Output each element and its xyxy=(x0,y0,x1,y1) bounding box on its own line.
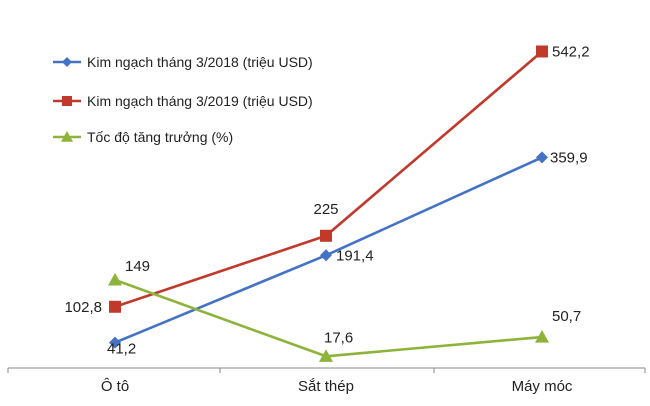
data-label: 102,8 xyxy=(64,299,102,316)
data-point-marker xyxy=(109,336,121,349)
legend-marker xyxy=(62,96,72,106)
data-label: 191,4 xyxy=(336,247,374,264)
legend-marker xyxy=(62,57,72,67)
data-point-marker xyxy=(319,349,333,362)
legend-label: Tốc độ tăng trưởng (%) xyxy=(87,129,233,145)
data-label: 542,2 xyxy=(552,43,590,60)
data-label: 17,6 xyxy=(324,329,353,346)
x-tick-label: Sắt thép xyxy=(298,378,354,395)
data-label: 41,2 xyxy=(107,341,136,358)
data-point-marker xyxy=(320,249,332,262)
data-point-marker xyxy=(109,300,121,313)
data-point-marker xyxy=(535,330,549,343)
legend-marker xyxy=(61,131,73,142)
data-label: 50,7 xyxy=(552,308,581,325)
legend: Kim ngạch tháng 3/2018 (triệu USD) Kim ng… xyxy=(53,54,313,145)
data-label: 359,9 xyxy=(550,149,588,166)
x-tick-label: Máy móc xyxy=(512,378,573,395)
series-markers xyxy=(108,45,549,362)
data-point-marker xyxy=(536,151,548,164)
series-line-1 xyxy=(114,156,543,344)
data-point-marker xyxy=(320,229,332,242)
data-point-marker xyxy=(108,272,122,286)
legend-label: Kim ngạch tháng 3/2018 (triệu USD) xyxy=(87,54,313,70)
data-label: 225 xyxy=(313,201,338,218)
legend-label: Kim ngạch tháng 3/2019 (triệu USD) xyxy=(87,93,313,109)
x-tick-label: Ô tô xyxy=(101,378,129,395)
series-line-2 xyxy=(114,50,543,309)
plot-area: Ô tô Sắt thép Máy móc 41,2 191,4 359,9 102,8 2… xyxy=(7,43,646,395)
data-labels: 41,2 191,4 359,9 102,8 225 542,2 149 17,6 50,7 xyxy=(64,43,589,357)
x-axis-ticks: Ô tô Sắt thép Máy móc xyxy=(7,368,646,395)
data-point-marker xyxy=(536,45,548,58)
data-label: 149 xyxy=(125,258,150,275)
